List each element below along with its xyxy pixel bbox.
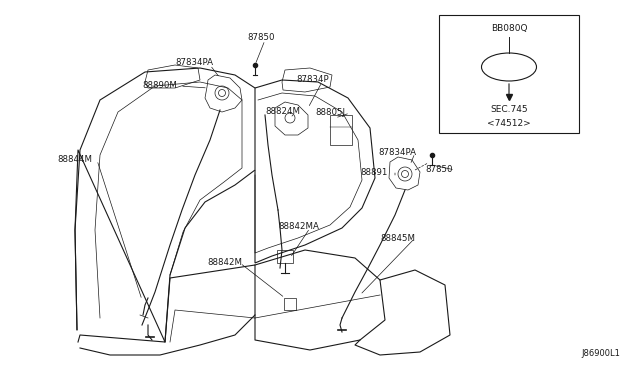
Bar (439, 15, 579, 133)
Text: 88842M: 88842M (207, 258, 242, 267)
Text: 88845M: 88845M (380, 234, 415, 243)
Text: 88805J: 88805J (315, 108, 345, 117)
Text: BB080Q: BB080Q (491, 25, 527, 33)
Text: 87834P: 87834P (296, 75, 328, 84)
Text: 88824M: 88824M (265, 107, 300, 116)
Text: 87850: 87850 (247, 33, 275, 42)
Text: 88844M: 88844M (57, 155, 92, 164)
Text: 88890M: 88890M (142, 81, 177, 90)
Text: <74512>: <74512> (487, 119, 531, 128)
Text: J86900L1: J86900L1 (581, 349, 620, 358)
Text: 87850: 87850 (425, 165, 452, 174)
Text: 88842MA: 88842MA (278, 222, 319, 231)
Text: SEC.745: SEC.745 (490, 106, 528, 115)
Text: 87834PA: 87834PA (378, 148, 416, 157)
Text: 87834PA: 87834PA (175, 58, 213, 67)
Text: 88891: 88891 (360, 168, 387, 177)
